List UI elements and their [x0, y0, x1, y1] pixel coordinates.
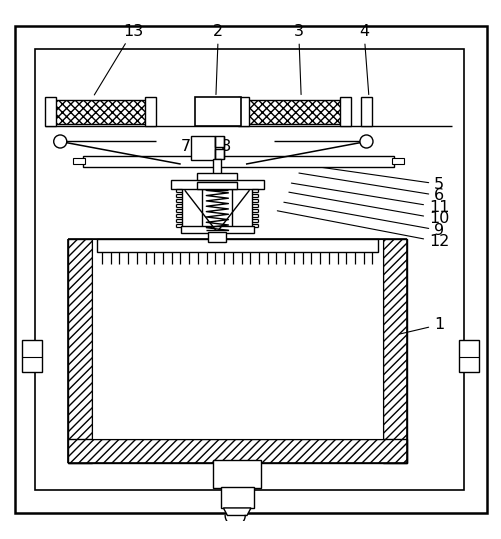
Bar: [92, 239, 382, 439]
Polygon shape: [223, 508, 250, 515]
Text: 7: 7: [180, 139, 198, 154]
Bar: [213, 460, 261, 488]
Bar: [83, 156, 393, 167]
Circle shape: [54, 135, 67, 148]
Bar: [190, 136, 214, 160]
Bar: [382, 239, 406, 463]
Bar: [231, 188, 252, 229]
Bar: [196, 173, 236, 180]
Bar: [180, 226, 253, 233]
Bar: [208, 232, 225, 242]
Text: 4: 4: [358, 24, 368, 94]
Bar: [181, 188, 201, 229]
Bar: [213, 159, 221, 175]
Bar: [214, 136, 223, 147]
Bar: [170, 180, 263, 189]
Bar: [73, 158, 85, 164]
Bar: [196, 182, 236, 189]
Bar: [68, 239, 92, 463]
Bar: [391, 158, 403, 164]
Bar: [144, 98, 155, 127]
Text: 9: 9: [283, 202, 443, 238]
Text: 2: 2: [213, 24, 223, 94]
Bar: [238, 98, 249, 127]
Bar: [97, 239, 377, 252]
Text: 6: 6: [298, 173, 443, 203]
Bar: [458, 340, 478, 372]
Bar: [45, 98, 56, 127]
Circle shape: [359, 135, 372, 148]
Text: 8: 8: [220, 139, 230, 154]
Bar: [220, 487, 253, 508]
Text: 3: 3: [293, 24, 303, 94]
Text: 10: 10: [288, 192, 448, 226]
Text: 5: 5: [301, 164, 443, 192]
Bar: [54, 100, 147, 124]
Bar: [194, 98, 240, 127]
Bar: [339, 98, 350, 127]
Bar: [361, 98, 372, 127]
Text: 12: 12: [277, 211, 448, 250]
Text: 1: 1: [398, 317, 443, 334]
Text: 13: 13: [94, 24, 143, 95]
Bar: [35, 49, 463, 490]
Bar: [214, 149, 223, 159]
Text: 11: 11: [291, 183, 448, 215]
Bar: [248, 100, 341, 124]
Bar: [68, 439, 406, 463]
Bar: [22, 340, 42, 372]
